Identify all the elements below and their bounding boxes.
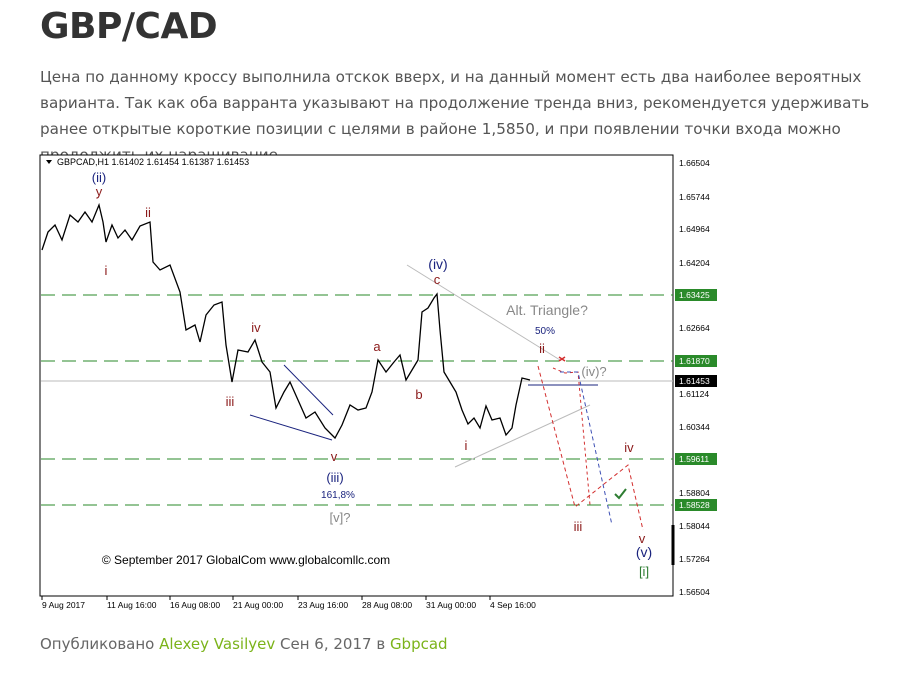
wave-label: iii: [574, 519, 583, 534]
time-label: 31 Aug 00:00: [426, 600, 476, 610]
wave-label: (iii): [326, 470, 343, 485]
price-label: 1.56504: [679, 587, 710, 597]
projection-blue: [560, 371, 613, 526]
price-label-box: [675, 499, 717, 511]
time-label: 28 Aug 08:00: [362, 600, 412, 610]
wave-label: c: [434, 272, 441, 287]
time-label: 21 Aug 00:00: [233, 600, 283, 610]
price-label: 1.58044: [679, 521, 710, 531]
price-label: 1.58528: [679, 500, 710, 510]
post-title: GBP/CAD: [40, 6, 218, 47]
price-label: 1.64204: [679, 258, 710, 268]
price-label-box: [675, 375, 717, 387]
levels: [41, 294, 673, 506]
price-label: 1.61124: [679, 389, 709, 399]
wave-label: [v]?: [330, 510, 351, 525]
wave-label: iii: [226, 394, 235, 409]
cross-mark: [558, 356, 566, 362]
wave-label: ii: [145, 205, 151, 220]
wave-label: © September 2017 GlobalCom www.globalcom…: [102, 553, 390, 567]
wave-label: a: [373, 339, 381, 354]
price-label: 1.59611: [679, 454, 709, 464]
chart-header: GBPCAD,H1 1.61402 1.61454 1.61387 1.6145…: [57, 157, 249, 167]
triangle-lines: [406, 264, 591, 468]
wave-label: b: [415, 387, 422, 402]
chart: GBPCAD,H1 1.61402 1.61454 1.61387 1.6145…: [39, 154, 717, 610]
projection-alt: [552, 367, 591, 506]
wave-label: (ii): [92, 170, 106, 185]
price-label-box: [675, 289, 717, 301]
price-line: [41, 202, 531, 440]
wave-label: 161,8%: [321, 490, 355, 501]
post-text: Цена по данному кроссу выполнила отскок …: [40, 68, 870, 164]
projection-main: [537, 365, 644, 531]
chart-frame: [39, 154, 674, 597]
price-label-box: [675, 453, 717, 465]
meta-prefix: Опубликовано: [40, 635, 155, 653]
wave-label: Alt. Triangle?: [506, 302, 588, 318]
post-meta: Опубликовано Alexey Vasilyev Сен 6, 2017…: [40, 635, 448, 653]
author-link[interactable]: Alexey Vasilyev: [159, 635, 276, 653]
wave-label: 50%: [535, 326, 555, 337]
price-label-box: [675, 355, 717, 367]
price-label: 1.66504: [679, 158, 710, 168]
wave-label: (v): [636, 544, 652, 560]
price-label: 1.58804: [679, 488, 710, 498]
time-label: 16 Aug 08:00: [170, 600, 220, 610]
wave-label: v: [639, 531, 646, 546]
wave-label: [i]: [639, 564, 649, 579]
meta-date: Сен 6, 2017 в: [280, 635, 386, 653]
wave-label: ii: [539, 341, 545, 356]
price-label: 1.63425: [679, 290, 710, 300]
price-label: 1.65744: [679, 192, 710, 202]
wave-label: (iv): [428, 256, 447, 272]
wave-label: iv: [251, 320, 261, 335]
wave-label: v: [331, 449, 338, 464]
price-label: 1.61870: [679, 356, 710, 366]
wedge-lines: [249, 364, 334, 441]
menu-arrow: [46, 160, 52, 164]
time-label: 11 Aug 16:00: [107, 600, 157, 610]
price-label: 1.57264: [679, 554, 710, 564]
wave-label: i: [465, 438, 468, 453]
wave-label: i: [105, 263, 108, 278]
time-label: 9 Aug 2017: [42, 600, 85, 610]
check-mark: [614, 488, 627, 500]
price-label: 1.64964: [679, 224, 710, 234]
time-label: 4 Sep 16:00: [490, 600, 536, 610]
wave-label: y: [96, 184, 103, 199]
price-label: 1.60344: [679, 422, 710, 432]
price-label: 1.61453: [679, 376, 710, 386]
time-label: 23 Aug 16:00: [298, 600, 348, 610]
category-link[interactable]: Gbpcad: [389, 635, 448, 653]
wave-label: iv: [624, 440, 634, 455]
wave-label: (iv)?: [581, 364, 606, 379]
price-label: 1.62664: [679, 323, 710, 333]
